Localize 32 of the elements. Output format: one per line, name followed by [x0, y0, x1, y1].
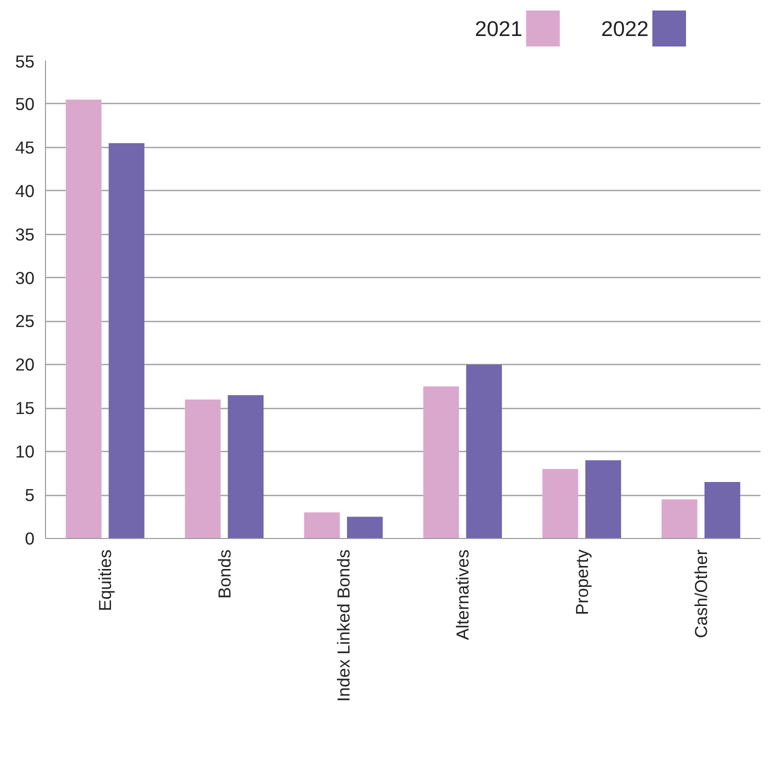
- bar: [108, 143, 144, 538]
- bar: [346, 516, 383, 538]
- legend-label: 2022: [601, 17, 649, 41]
- x-tick-label: Cash/Other: [690, 549, 711, 638]
- bar: [66, 100, 102, 538]
- x-tick-label: Property: [572, 549, 592, 615]
- bar: [542, 468, 578, 538]
- y-tick-label: 25: [15, 311, 35, 332]
- bar: [466, 364, 502, 538]
- bar: [304, 512, 340, 538]
- bar: [184, 399, 221, 538]
- y-tick-label: 35: [15, 224, 35, 244]
- bar: [585, 460, 622, 538]
- bar: [704, 482, 740, 538]
- y-tick-label: 50: [15, 94, 35, 114]
- y-tick-label: 0: [24, 528, 35, 548]
- y-tick-label: 45: [15, 137, 35, 158]
- y-tick-label: 30: [15, 268, 35, 288]
- y-tick-label: 10: [15, 442, 35, 462]
- y-tick-label: 15: [15, 398, 35, 418]
- legend-label: 2021: [474, 17, 522, 41]
- bar: [228, 395, 264, 538]
- y-tick-label: 5: [24, 485, 35, 506]
- bar: [662, 499, 698, 538]
- x-tick-label: Index Linked Bonds: [333, 549, 354, 702]
- y-tick-label: 55: [15, 52, 35, 72]
- bar: [423, 386, 460, 538]
- y-tick-label: 20: [15, 354, 35, 375]
- x-tick-label: Bonds: [214, 549, 234, 599]
- y-tick-label: 40: [15, 180, 35, 201]
- x-tick-label: Equities: [95, 549, 116, 612]
- x-tick-label: Alternatives: [452, 549, 473, 640]
